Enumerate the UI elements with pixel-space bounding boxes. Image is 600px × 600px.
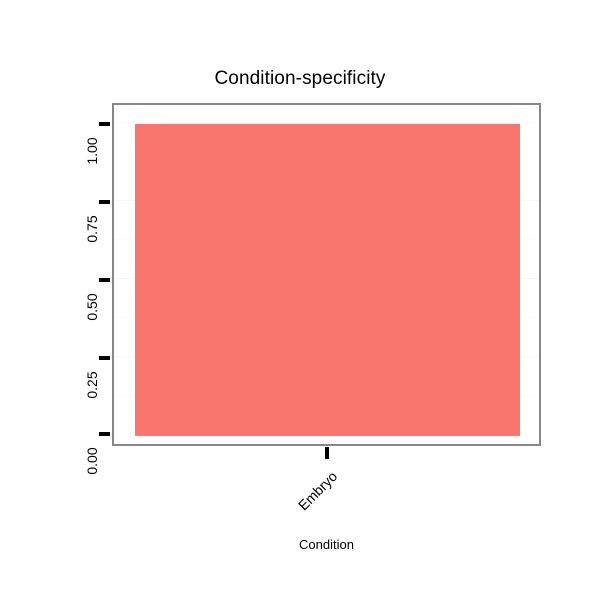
y-tick-label-0.50: 0.50	[84, 293, 100, 321]
x-tick-label-embryo: Embryo	[294, 468, 341, 514]
x-axis-title: Condition	[299, 537, 354, 552]
bars-layer	[114, 105, 539, 444]
y-tick-label-1.00: 1.00	[84, 137, 100, 165]
y-tick-mark-0.75	[99, 200, 110, 204]
y-tick-label-0.00: 0.00	[84, 447, 100, 475]
y-tick-mark-0.50	[99, 278, 110, 282]
plot-panel	[112, 103, 541, 446]
x-tick-mark-embryo	[325, 447, 329, 459]
y-tick-label-0.25: 0.25	[84, 371, 100, 399]
gridline-minor-0.875	[114, 122, 539, 123]
y-tick-mark-1.00	[99, 122, 110, 126]
y-tick-mark-0.25	[99, 356, 110, 360]
y-tick-label-0.75: 0.75	[84, 215, 100, 243]
y-tick-mark-0.00	[99, 432, 110, 436]
bar-embryo[interactable]	[135, 124, 520, 436]
chart-title: Condition-specificity	[214, 68, 386, 89]
